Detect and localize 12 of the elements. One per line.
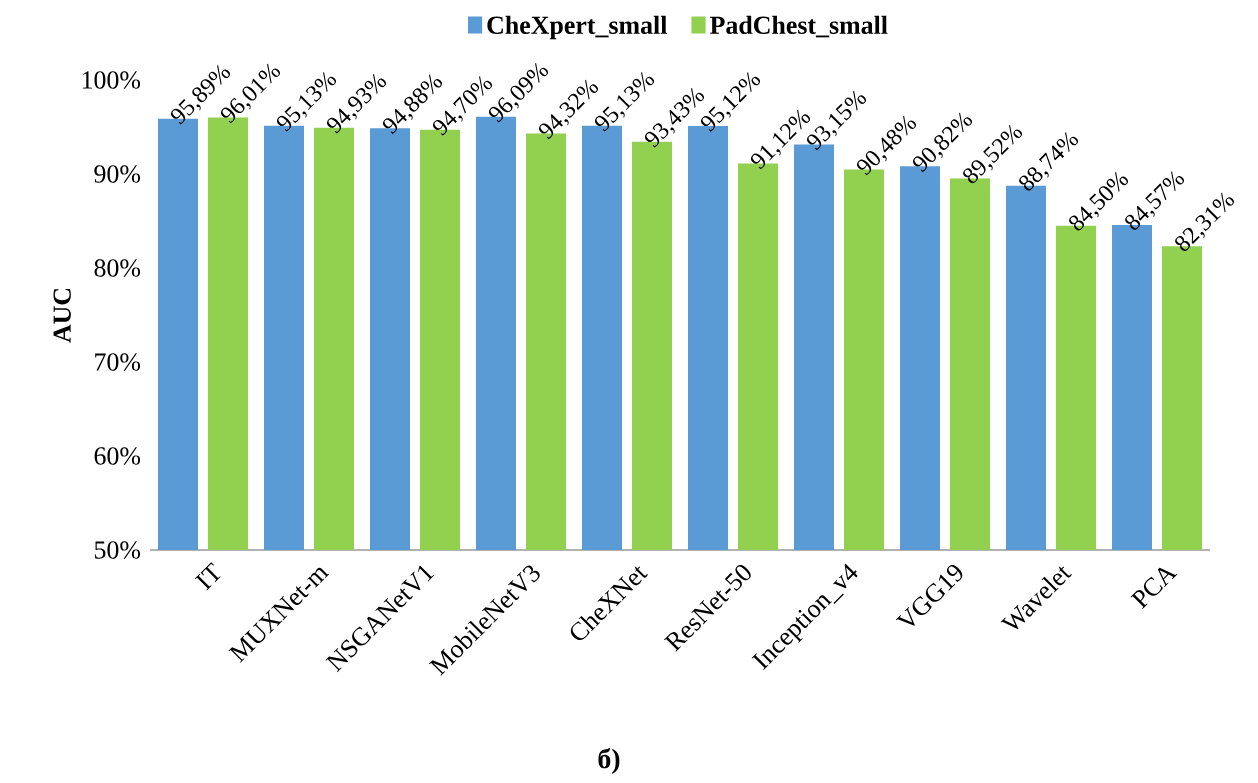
text: б) — [598, 748, 620, 774]
y-tick-label: 100% — [82, 71, 141, 89]
y-tick-label: 50% — [94, 541, 141, 559]
x-tick-label: IT — [194, 562, 221, 591]
legend-label: CheXpert_small — [487, 15, 667, 40]
y-tick-label: 60% — [94, 447, 141, 465]
y-tick-label: 70% — [95, 353, 141, 371]
y-axis-title: AUC — [53, 288, 71, 343]
x-tick-label: PCA — [1130, 567, 1178, 609]
legend-label: PadChest_small — [710, 15, 888, 38]
y-tick-label: 90% — [94, 165, 141, 183]
y-tick-label: 80% — [94, 259, 141, 277]
